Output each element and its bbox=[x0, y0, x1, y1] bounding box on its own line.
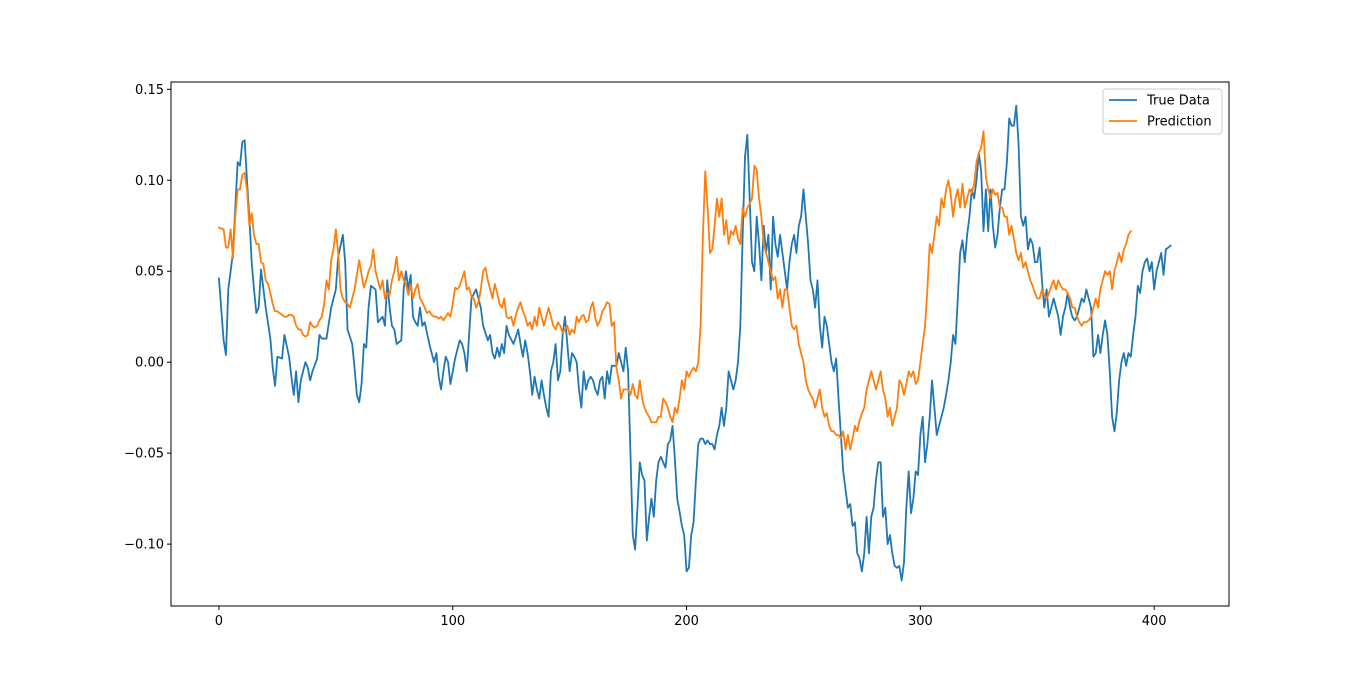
y-tick-label: 0.05 bbox=[135, 265, 164, 280]
x-axis: 0 100 200 300 400 bbox=[215, 606, 1167, 629]
x-tick-label: 400 bbox=[1142, 614, 1167, 629]
plot-frame bbox=[170, 81, 1230, 607]
legend: True Data Prediction bbox=[1102, 88, 1223, 135]
series-layer bbox=[217, 104, 1172, 582]
x-tick-label: 200 bbox=[674, 614, 699, 629]
y-tick-label: 0.10 bbox=[135, 174, 164, 189]
y-tick-label: −0.05 bbox=[124, 447, 164, 462]
x-tick-label: 0 bbox=[215, 614, 223, 629]
y-tick-label: 0.00 bbox=[135, 356, 164, 371]
x-tick-label: 100 bbox=[440, 614, 465, 629]
y-axis: −0.10 −0.05 0.00 0.05 0.10 0.15 bbox=[124, 83, 171, 553]
legend-label: Prediction bbox=[1147, 115, 1212, 130]
y-tick-label: 0.15 bbox=[135, 83, 164, 98]
y-tick-label: −0.10 bbox=[124, 538, 164, 553]
series-line-true-data bbox=[217, 104, 1172, 582]
legend-label: True Data bbox=[1146, 94, 1210, 109]
x-tick-label: 300 bbox=[908, 614, 933, 629]
series-line-prediction bbox=[217, 130, 1133, 451]
